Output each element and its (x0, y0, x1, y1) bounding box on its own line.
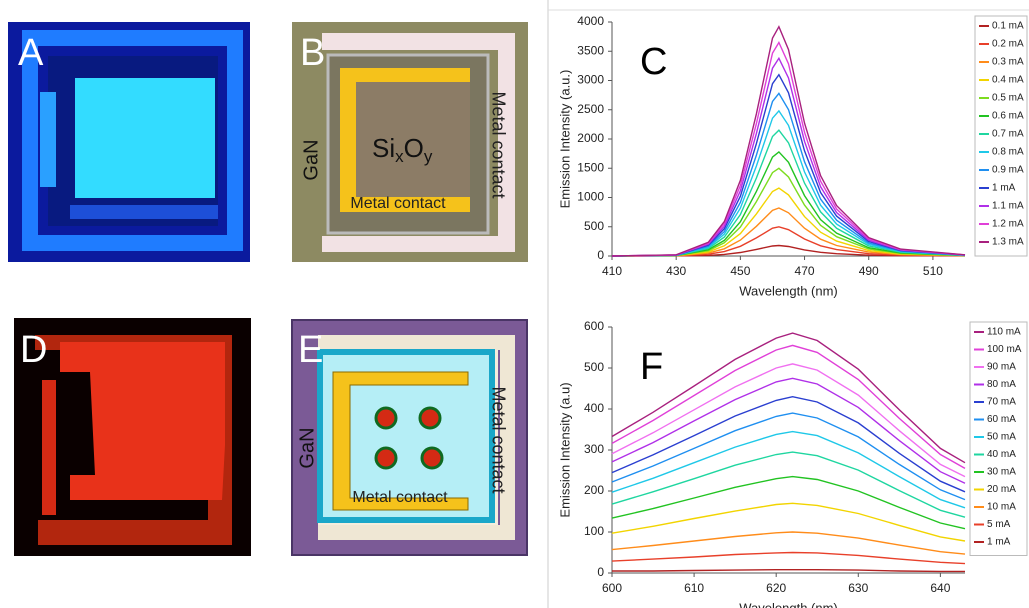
series-line (612, 553, 965, 564)
panel-label: D (20, 329, 47, 371)
series-line (612, 503, 965, 541)
x-tick-label: 410 (602, 264, 622, 278)
x-tick-label: 450 (730, 264, 750, 278)
contact-label: Metal contact (350, 195, 446, 212)
legend-label: 0.1 mA (992, 21, 1024, 32)
panel-e: GaN Metal contact Metal contact E (292, 320, 527, 555)
contact-bottom (70, 205, 218, 219)
panel-label: C (640, 41, 667, 83)
x-axis-label: Wavelength (nm) (739, 283, 838, 298)
y-tick-label: 3500 (577, 43, 604, 57)
y-tick-label: 0 (597, 565, 604, 579)
panel-d: D (14, 318, 251, 556)
legend-label: 100 mA (987, 344, 1022, 355)
panel-label: E (298, 329, 323, 371)
y-tick-label: 2000 (577, 131, 604, 145)
legend-label: 0.5 mA (992, 93, 1024, 104)
legend-label: 0.9 mA (992, 165, 1024, 176)
gan-label: GaN (296, 427, 318, 468)
legend-label: 110 mA (987, 327, 1021, 338)
legend-label: 70 mA (987, 397, 1016, 408)
oxide-part: Si (372, 133, 395, 163)
dot (422, 448, 442, 468)
y-tick-label: 300 (584, 442, 604, 456)
series-line (612, 378, 965, 483)
panel-a: A (8, 22, 250, 262)
dot (376, 408, 396, 428)
panel-b: GaN SixOy Metal contact Metal contact B (292, 22, 528, 262)
x-tick-label: 470 (795, 264, 815, 278)
panel-label: A (18, 32, 44, 74)
series-line (612, 570, 965, 572)
x-tick-label: 510 (923, 264, 943, 278)
y-tick-label: 1000 (577, 190, 604, 204)
x-tick-label: 490 (859, 264, 879, 278)
y-tick-label: 4000 (577, 14, 604, 28)
x-tick-label: 610 (684, 581, 704, 595)
contact-left (42, 380, 56, 515)
oxide-part: O (404, 133, 424, 163)
series-line (612, 532, 965, 554)
legend-label: 90 mA (987, 362, 1016, 373)
y-tick-label: 2500 (577, 102, 604, 116)
y-tick-label: 400 (584, 401, 604, 415)
legend-label: 0.4 mA (992, 75, 1024, 86)
y-tick-label: 1500 (577, 160, 604, 174)
legend-label: 0.3 mA (992, 57, 1024, 68)
contact-label: Metal contact (488, 386, 508, 493)
panel-label: F (640, 346, 663, 388)
legend-label: 50 mA (987, 432, 1016, 443)
contact-label: Metal contact (488, 91, 508, 198)
oxide-part: y (424, 147, 433, 166)
y-tick-label: 0 (597, 248, 604, 262)
legend-label: 80 mA (987, 379, 1016, 390)
y-tick-label: 600 (584, 319, 604, 333)
x-tick-label: 630 (848, 581, 868, 595)
legend-label: 1.3 mA (992, 237, 1024, 248)
legend-label: 60 mA (987, 414, 1016, 425)
gan-label: GaN (300, 139, 322, 180)
legend-label: 30 mA (987, 467, 1016, 478)
legend-label: 40 mA (987, 449, 1016, 460)
y-tick-label: 500 (584, 219, 604, 233)
series-line (612, 111, 965, 256)
legend-label: 10 mA (987, 502, 1016, 513)
x-tick-label: 620 (766, 581, 786, 595)
y-tick-label: 3000 (577, 73, 604, 87)
legend-label: 1 mA (992, 183, 1016, 194)
series-line (612, 130, 965, 256)
active-area (75, 78, 215, 198)
x-axis-label: Wavelength (nm) (739, 600, 838, 608)
legend-label: 0.7 mA (992, 129, 1024, 140)
figure: A GaN SixOy Metal contact Metal contact … (0, 0, 1029, 608)
contact-label: Metal contact (352, 489, 448, 506)
legend-label: 20 mA (987, 484, 1016, 495)
series-line (612, 75, 965, 256)
panel-label: B (300, 32, 325, 74)
series-line (612, 364, 965, 477)
series-line (612, 93, 965, 256)
legend-label: 0.6 mA (992, 111, 1024, 122)
x-tick-label: 600 (602, 581, 622, 595)
y-axis-label: Emission Intensity (a.u) (557, 382, 572, 517)
legend-label: 5 mA (987, 519, 1011, 530)
y-tick-label: 100 (584, 524, 604, 538)
series-line (612, 152, 965, 256)
legend-label: 1 mA (987, 537, 1011, 548)
legend-label: 0.8 mA (992, 147, 1024, 158)
legend-label: 1.2 mA (992, 219, 1024, 230)
dot (420, 408, 440, 428)
contact-left (40, 92, 56, 187)
legend-label: 1.1 mA (992, 201, 1024, 212)
y-tick-label: 500 (584, 360, 604, 374)
series-line (612, 58, 965, 256)
series-line (612, 208, 965, 256)
x-tick-label: 430 (666, 264, 686, 278)
x-tick-label: 640 (930, 581, 950, 595)
y-tick-label: 200 (584, 483, 604, 497)
legend-label: 0.2 mA (992, 39, 1024, 50)
dot (376, 448, 396, 468)
y-axis-label: Emission Intensity (a.u.) (557, 70, 572, 209)
